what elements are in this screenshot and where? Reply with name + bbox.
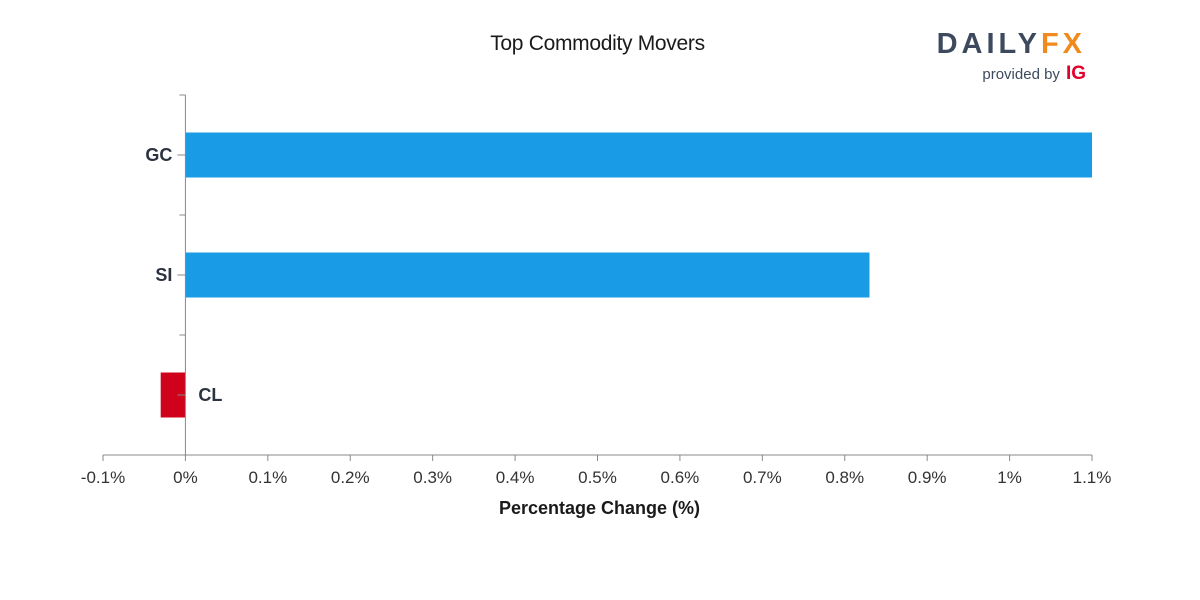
x-tick-label: 0.7%: [743, 468, 782, 487]
x-axis-title: Percentage Change (%): [499, 498, 700, 518]
x-tick-label: 0.5%: [578, 468, 617, 487]
x-tick-label: 1.1%: [1073, 468, 1112, 487]
category-label-si: SI: [155, 265, 172, 285]
logo-fx-text: FX: [1040, 28, 1086, 60]
x-tick-label: 0.3%: [413, 468, 452, 487]
logo-provided-text: provided by: [982, 66, 1060, 83]
category-label-gc: GC: [145, 145, 172, 165]
bar-si: [185, 252, 870, 298]
ig-logo-text: IG: [1065, 63, 1086, 84]
bars-group: [160, 132, 1092, 418]
x-tick-label: -0.1%: [81, 468, 125, 487]
x-axis-ticks: -0.1% 0% 0.1% 0.2% 0.3% 0.4% 0.5% 0.6% 0.7% 0.8% 0…: [81, 455, 1112, 487]
x-tick-label: 0.9%: [908, 468, 947, 487]
logo-provided-by: provided by IG: [982, 63, 1086, 85]
category-label-cl: CL: [198, 385, 222, 405]
x-tick-label: 0%: [173, 468, 198, 487]
x-tick-label: 0.1%: [248, 468, 287, 487]
chart-title: Top Commodity Movers: [490, 32, 705, 55]
x-tick-label: 1%: [997, 468, 1022, 487]
y-axis-ticks: [177, 94, 186, 456]
x-tick-label: 0.8%: [825, 468, 864, 487]
dailyfx-logo: DAILYFX provided by IG: [925, 28, 1090, 84]
category-labels: GC SI CL: [145, 145, 222, 405]
logo-daily-text: DAILY: [936, 28, 1041, 60]
x-tick-label: 0.4%: [496, 468, 535, 487]
x-tick-label: 0.2%: [331, 468, 370, 487]
bar-gc: [185, 132, 1092, 178]
logo-wordmark: DAILYFX: [937, 28, 1086, 61]
x-tick-label: 0.6%: [661, 468, 700, 487]
